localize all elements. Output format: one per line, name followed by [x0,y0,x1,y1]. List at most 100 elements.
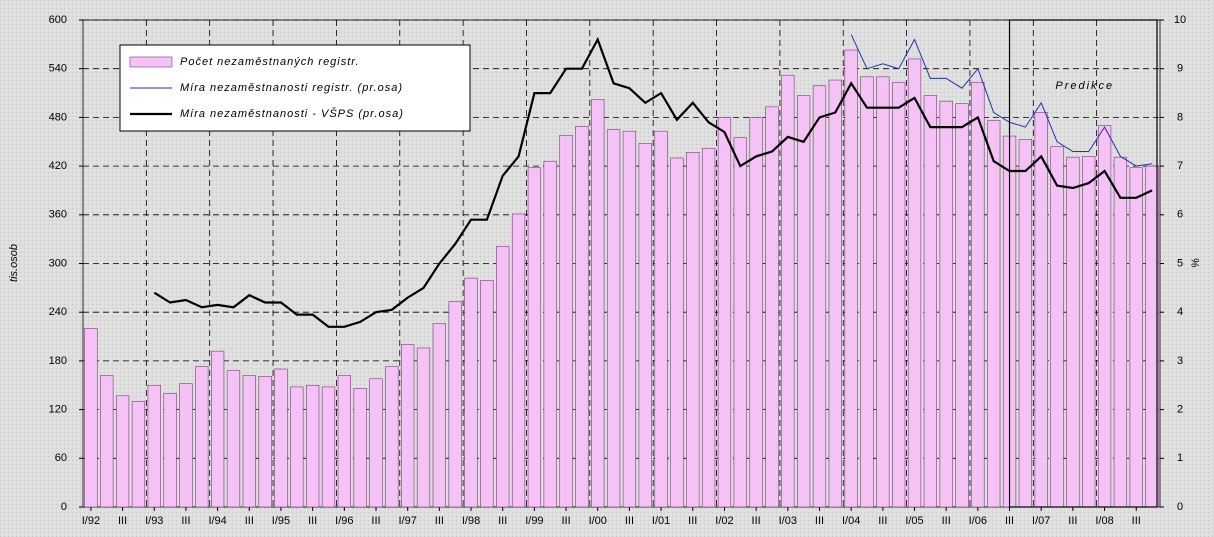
bar [733,137,747,508]
bar [892,82,906,508]
bar [1034,112,1048,508]
line [153,36,1153,328]
bar [860,76,874,508]
y-tick-label: 600 [49,14,67,26]
bar [987,120,1001,508]
bar [638,143,652,508]
bar [353,388,367,508]
bar [765,106,779,508]
bar [321,386,336,508]
y2-tick-label: 6 [1177,209,1183,221]
line [850,34,1153,167]
x-tick-label: I/98 [462,515,480,527]
bar [195,366,209,508]
bar [654,130,668,508]
y2-tick-label: 8 [1177,111,1183,123]
bar [480,280,494,508]
bar [84,328,98,508]
y2-tick-label: 5 [1177,257,1183,269]
y-tick-label: 360 [49,209,67,221]
x-tick-label: I/95 [272,515,290,527]
bar [1018,139,1033,508]
bar [781,74,795,508]
x-tick-label: III [561,515,570,527]
x-tick-label: I/04 [842,515,860,527]
x-tick-label: I/06 [969,515,987,527]
bar [464,277,478,508]
x-tick-label: III [942,515,951,527]
bar [955,103,969,508]
x-tick-label: III [688,515,697,527]
bar [147,384,161,508]
legend-swatch [129,56,173,68]
x-tick-label: I/07 [1032,515,1050,527]
x-tick-label: III [371,515,380,527]
x-tick-label: III [625,515,634,527]
bar [416,347,431,508]
x-tick-label: III [878,515,887,527]
bar [923,95,937,508]
bar [622,130,637,508]
y2-tick-label: 1 [1177,452,1183,464]
bar [179,383,193,508]
bar [828,79,842,508]
y-tick-label: 180 [49,355,67,367]
x-tick-label: III [1068,515,1077,527]
bar [1129,167,1143,508]
bar [971,82,985,508]
bar [749,117,763,508]
y2-tick-label: 3 [1177,355,1183,367]
y-tick-label: 0 [61,501,67,513]
x-tick-label: III [245,515,254,527]
bar [210,350,225,508]
bar [337,375,351,508]
bar [606,129,621,508]
bar [591,99,605,508]
y2-tick-label: 10 [1174,14,1186,26]
x-tick-label: I/97 [399,515,417,527]
bar [131,401,146,508]
x-tick-label: I/02 [715,515,733,527]
y2-tick-label: 2 [1177,404,1183,416]
y-tick-label: 120 [49,404,67,416]
bar [226,370,241,508]
x-tick-label: I/99 [525,515,543,527]
bar [306,384,320,508]
legend-label: Počet nezaměstnaných registr. [180,56,360,68]
bar [1082,156,1096,508]
bar [844,49,858,508]
bar [670,157,684,508]
x-tick-label: III [752,515,761,527]
bar [1097,125,1112,508]
bar [496,246,510,508]
x-tick-label: I/08 [1095,515,1113,527]
bar [701,147,716,508]
bar [1050,146,1064,508]
x-tick-label: I/93 [145,515,163,527]
x-tick-label: III [498,515,507,527]
bar [258,376,272,508]
bar [369,378,383,508]
prediction-box [1008,19,1158,508]
bar [115,395,130,508]
y2-tick-label: 7 [1177,160,1183,172]
bar [242,375,256,508]
x-tick-label: III [118,515,127,527]
x-tick-label: I/92 [82,515,100,527]
y2-tick-label: 9 [1177,63,1183,75]
y-tick-label: 300 [49,257,67,269]
y-tick-label: 240 [49,306,67,318]
x-tick-label: III [1132,515,1141,527]
x-tick-label: III [181,515,190,527]
bar [511,213,526,508]
x-tick-label: I/01 [652,515,670,527]
bar [401,344,415,508]
y2-axis-label: % [1190,258,1202,268]
x-tick-label: I/96 [335,515,353,527]
bar [274,368,288,508]
bar [543,160,557,508]
y-tick-label: 420 [49,160,67,172]
bar [100,375,114,508]
